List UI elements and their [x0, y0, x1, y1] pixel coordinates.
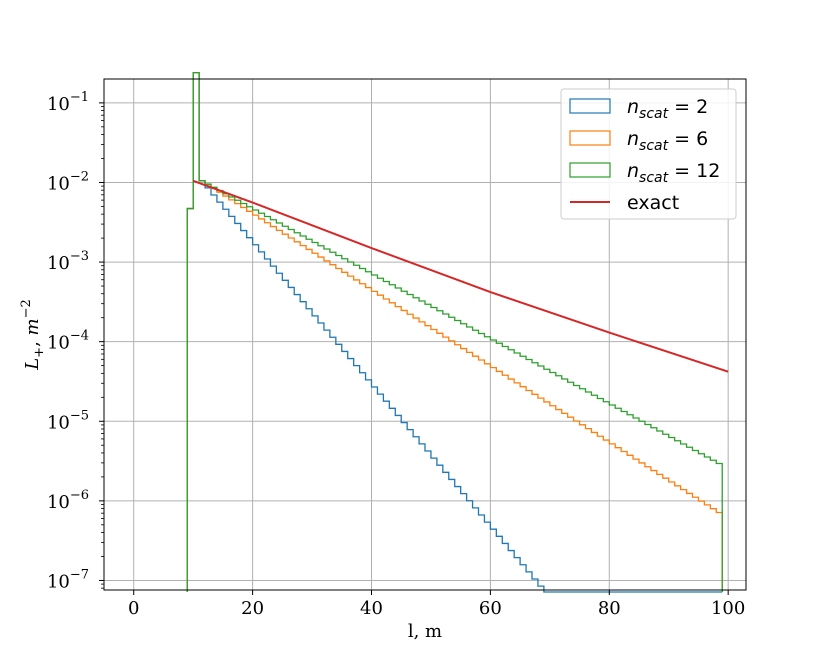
y-tick-label: 10−5 [47, 408, 89, 433]
y-axis: 10−1 10−2 10−3 10−4 10−5 10−6 10−7 [47, 90, 104, 592]
plot-frame [103, 78, 747, 591]
series-layer [186, 71, 729, 593]
y-axis-label: L+, m−2 [19, 299, 47, 371]
x-tick-label: 100 [711, 598, 745, 619]
x-tick-label: 60 [479, 598, 502, 619]
legend: nscat = 2 nscat = 6 nscat = 12 exact [560, 88, 737, 220]
series-step-2 [186, 71, 723, 592]
legend-box [560, 88, 737, 220]
legend-label: nscat = 12 [627, 160, 720, 186]
series-line-exact [192, 179, 729, 373]
y-tick-label: 10−2 [47, 169, 89, 194]
y-label-rest: , [22, 335, 43, 346]
y-tick-label: 10−4 [47, 329, 89, 354]
legend-label: nscat = 6 [627, 128, 708, 154]
x-tick-label: 40 [360, 598, 383, 619]
x-axis: 0 20 40 60 80 100 [128, 590, 745, 619]
x-axis-label: l, m [408, 621, 442, 642]
y-label-main: L [22, 358, 43, 371]
series-step-0 [186, 71, 723, 593]
legend-swatch [569, 162, 611, 178]
x-tick-label: 80 [598, 598, 621, 619]
x-tick-label: 0 [128, 598, 139, 619]
legend-swatch [569, 98, 611, 114]
y-tick-label: 10−3 [47, 249, 89, 274]
y-label-sup: −2 [19, 299, 34, 318]
x-tick-label: 20 [241, 598, 264, 619]
legend-label: nscat = 2 [627, 96, 708, 122]
y-label-sub: + [32, 347, 47, 358]
legend-swatch [569, 130, 611, 146]
series-step-1 [186, 71, 723, 592]
y-tick-label: 10−1 [47, 90, 89, 115]
y-label-unit-m: m [22, 318, 43, 335]
legend-label: exact [627, 192, 679, 214]
y-tick-label: 10−6 [47, 488, 89, 513]
y-tick-label: 10−7 [47, 567, 89, 592]
